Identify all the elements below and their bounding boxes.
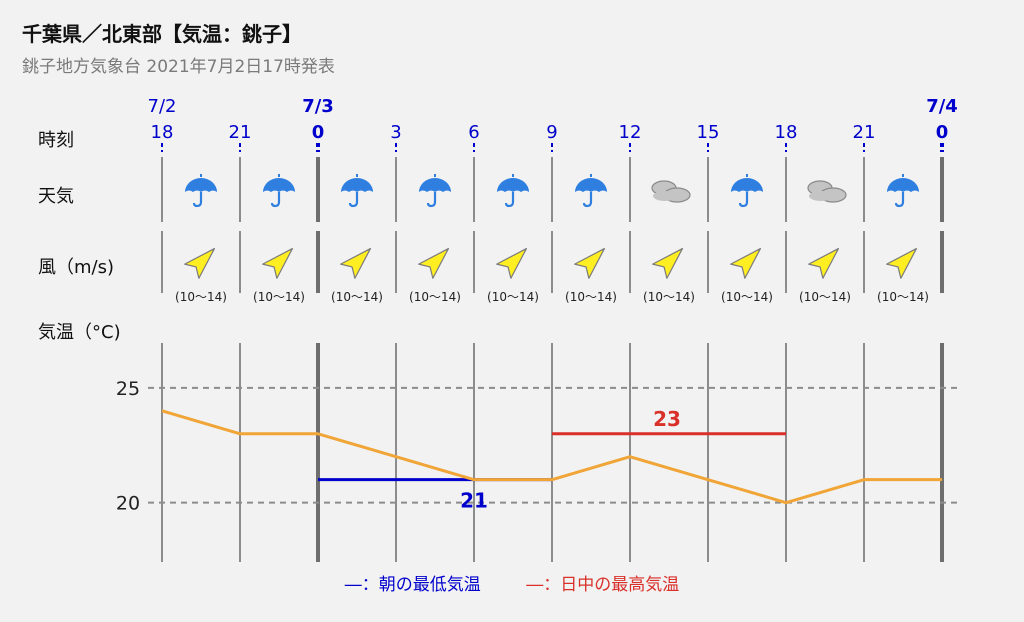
wind-range: (10～14) [721,290,773,304]
wind-range: (10～14) [409,290,461,304]
hour-label: 18 [775,122,798,143]
wind-range: (10～14) [331,290,383,304]
umbrella-icon [497,174,529,208]
wind-range: (10～14) [565,290,617,304]
legend: ―：朝の最低気温 ―：日中の最高気温 [0,570,1024,595]
umbrella-icon [887,174,919,208]
temp-series-line [161,409,942,505]
umbrella-icon [731,174,763,208]
cloud-icon [807,180,847,203]
wind-arrow-icon [184,247,216,279]
wind-range: (10～14) [487,290,539,304]
wind-arrow-icon [574,247,606,279]
umbrella-icon [263,174,295,208]
wind-range: (10～14) [643,290,695,304]
hour-label: 3 [390,122,401,143]
hour-label: 0 [936,122,949,143]
date-label: 7/4 [926,96,958,117]
weather-row-label: 天気 [38,186,74,207]
max-temp-label: 23 [653,407,681,431]
wind-range: (10～14) [877,290,929,304]
hour-label: 21 [229,122,252,143]
temp-row-label: 気温（°C) [38,322,121,343]
date-label: 7/3 [302,96,334,117]
date-label: 7/2 [148,96,177,117]
min-temp-label: 21 [460,489,488,513]
wind-arrow-icon [886,247,918,279]
wind-arrow-icon [652,247,684,279]
hour-label: 15 [697,122,720,143]
legend-max-temp: ―：日中の最高気温 [526,575,680,595]
wind-arrow-icon [808,247,840,279]
umbrella-icon [419,174,451,208]
wind-arrow-icon [340,247,372,279]
y-tick-label: 20 [116,493,140,515]
hour-label: 9 [546,122,557,143]
time-row-label: 時刻 [38,130,74,151]
wind-arrow-icon [262,247,294,279]
y-tick-label: 25 [116,378,140,400]
wind-arrow-icon [730,247,762,279]
hour-label: 12 [619,122,642,143]
wind-range: (10～14) [253,290,305,304]
wind-range: (10～14) [799,290,851,304]
page-subtitle: 銚子地方気象台 2021年7月2日17時発表 [22,57,335,77]
cloud-icon [651,180,691,203]
hour-label: 6 [468,122,479,143]
umbrella-icon [341,174,373,208]
page-title: 千葉県／北東部【気温：銚子】 [22,22,302,46]
wind-arrow-icon [418,247,450,279]
umbrella-icon [575,174,607,208]
wind-range: (10～14) [175,290,227,304]
legend-min-temp: ―：朝の最低気温 [344,575,481,595]
wind-arrow-icon [496,247,528,279]
umbrella-icon [185,174,217,208]
hour-label: 21 [853,122,876,143]
hour-label: 18 [151,122,174,143]
wind-row-label: 風（m/s) [38,257,114,278]
hour-label: 0 [312,122,325,143]
